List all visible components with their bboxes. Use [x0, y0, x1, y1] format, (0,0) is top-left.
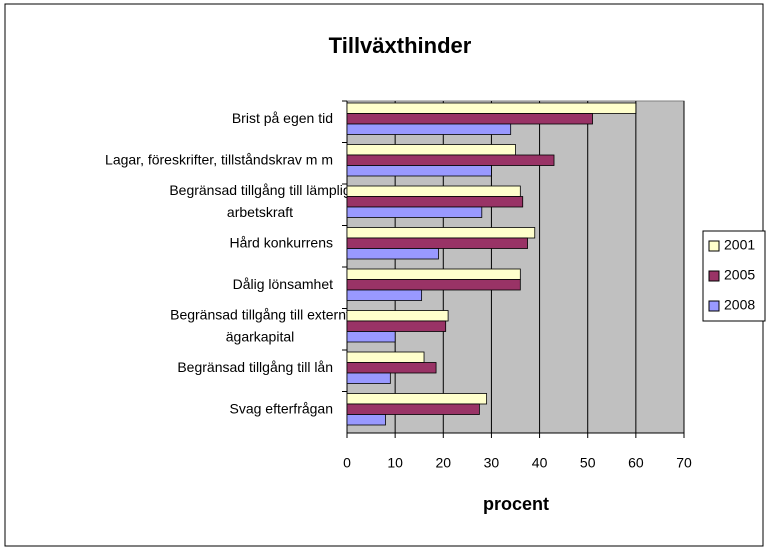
legend-label: 2001 — [724, 237, 755, 253]
bar — [346, 331, 396, 343]
x-tick-label: 40 — [532, 455, 548, 471]
bar — [346, 113, 593, 125]
bar — [346, 237, 528, 249]
y-tick-label: Dålig lönsamhet — [233, 275, 333, 291]
bar — [346, 268, 521, 280]
legend-label: 2008 — [724, 297, 755, 313]
x-tick-label: 0 — [343, 455, 351, 471]
bar — [346, 310, 449, 322]
bar — [346, 403, 480, 415]
bar — [346, 279, 521, 291]
bar — [346, 372, 391, 384]
bar — [346, 185, 521, 197]
bar — [346, 102, 637, 114]
bar — [346, 123, 512, 135]
y-tick-label: Brist på egen tid — [232, 109, 333, 125]
bar — [346, 362, 437, 374]
x-tick-label: 30 — [484, 455, 500, 471]
x-axis-label: procent — [483, 494, 549, 514]
y-tick-label: Svag efterfrågan — [229, 400, 333, 416]
bar — [346, 154, 555, 166]
bar — [346, 144, 516, 156]
y-tick-label: Hård konkurrens — [230, 234, 334, 250]
legend-swatch — [708, 270, 720, 282]
bar — [346, 165, 492, 177]
bar — [346, 227, 536, 239]
legend-swatch — [708, 300, 720, 312]
bar — [346, 351, 425, 363]
x-tick-label: 70 — [676, 455, 692, 471]
bar — [346, 196, 524, 208]
y-tick-label: Lagar, föreskrifter, tillståndskrav m m — [105, 151, 333, 167]
x-tick-label: 20 — [435, 455, 451, 471]
x-tick-label: 50 — [580, 455, 596, 471]
bar — [346, 414, 386, 426]
bar — [346, 206, 483, 218]
legend-swatch — [708, 240, 720, 252]
x-tick-label: 60 — [628, 455, 644, 471]
y-tick-label: Begränsad tillgång till lån — [177, 358, 333, 374]
chart-title: Tillväxthinder — [329, 33, 472, 58]
x-tick-label: 10 — [387, 455, 403, 471]
bar — [346, 289, 423, 301]
bar — [346, 248, 439, 260]
bar — [346, 393, 488, 405]
y-tick-label: Begränsad tillgång till externt ägarkapit… — [170, 306, 350, 344]
bar — [346, 320, 447, 332]
legend-label: 2005 — [724, 267, 755, 283]
y-tick-label: Begränsad tillgång till lämplig arbetskra… — [169, 181, 350, 219]
